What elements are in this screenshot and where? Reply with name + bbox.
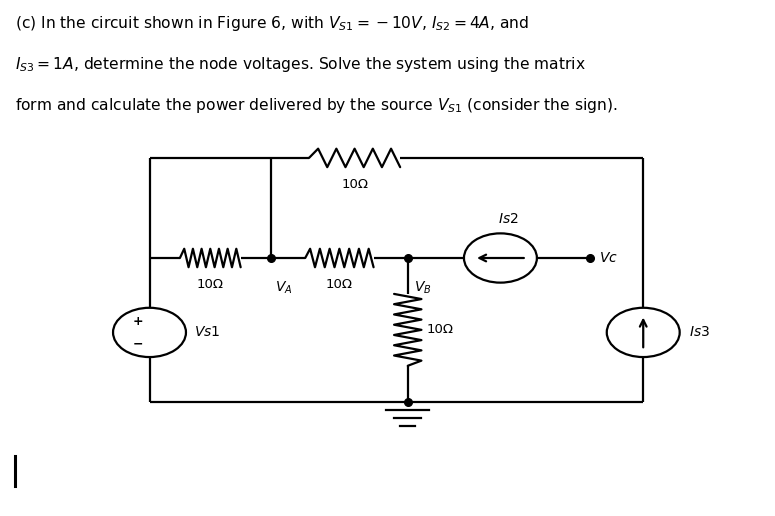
Text: $V_B$: $V_B$ — [414, 280, 432, 296]
Text: −: − — [133, 337, 143, 350]
Text: 10Ω: 10Ω — [427, 324, 453, 336]
Text: $V_A$: $V_A$ — [275, 280, 292, 296]
Text: $Vs1$: $Vs1$ — [194, 326, 220, 340]
Text: $I_{S3} = 1A$, determine the node voltages. Solve the system using the matrix: $I_{S3} = 1A$, determine the node voltag… — [15, 55, 586, 74]
Text: 10Ω: 10Ω — [197, 278, 224, 291]
Text: (c) In the circuit shown in Figure 6, with $V_{S1} = -10V$, $I_{S2} = 4A$, and: (c) In the circuit shown in Figure 6, wi… — [15, 14, 529, 33]
Text: $Vc$: $Vc$ — [599, 251, 618, 265]
Text: 10Ω: 10Ω — [326, 278, 353, 291]
Text: form and calculate the power delivered by the source $V_{S1}$ (consider the sign: form and calculate the power delivered b… — [15, 96, 618, 116]
Text: +: + — [133, 315, 143, 328]
Text: $Is3$: $Is3$ — [689, 326, 710, 340]
Text: $Is2$: $Is2$ — [498, 212, 518, 225]
Text: 10Ω: 10Ω — [341, 179, 368, 191]
